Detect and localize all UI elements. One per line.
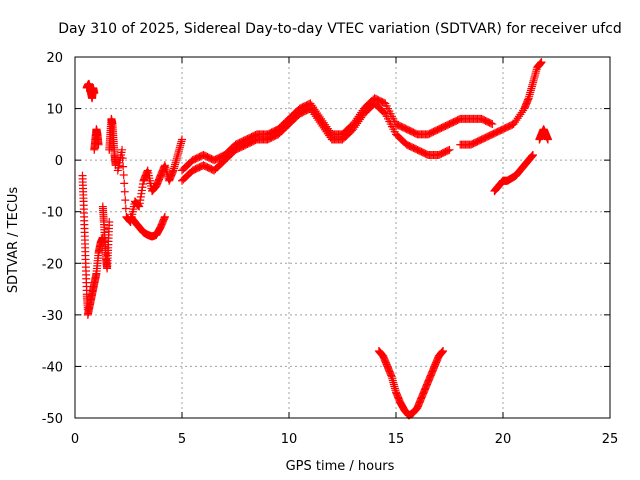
series-rise-1.0 (90, 125, 103, 154)
data-point (121, 204, 130, 213)
data-point (445, 145, 454, 154)
data-point (105, 218, 114, 227)
data-point (444, 146, 453, 155)
series-secondary-trend (178, 99, 454, 185)
data-point (119, 170, 128, 179)
x-tick-label: 15 (388, 432, 405, 447)
data-point (178, 135, 186, 144)
data-point (120, 187, 129, 196)
data-point (543, 135, 552, 144)
y-tick-label: -30 (42, 309, 63, 324)
tick-layer (74, 56, 611, 419)
x-tick-label: 10 (281, 432, 298, 447)
x-axis-label: GPS time / hours (286, 459, 395, 474)
x-tick-label: 25 (602, 432, 619, 447)
data-point (486, 119, 495, 128)
series-cluster-22 (535, 125, 552, 144)
y-tick-label: 0 (55, 154, 63, 169)
data-point (537, 58, 546, 67)
series-trough-3.5 (126, 212, 169, 241)
series-rise-late (456, 58, 546, 149)
series-fall-0.8 (83, 233, 107, 319)
data-point (118, 145, 127, 154)
plot-frame (74, 56, 611, 419)
series-peak-1.7 (105, 114, 120, 170)
y-tick-label: -20 (42, 257, 63, 272)
data-point (118, 154, 127, 163)
series-dip-1.4 (98, 202, 114, 273)
series-noise-2to5 (113, 135, 186, 227)
series-recover-20 (490, 150, 537, 196)
label-layer: 0 5 10 15 20 25 -50 -40 -30 -20 -10 0 10 20 (42, 51, 619, 447)
data-point (90, 89, 99, 98)
y-tick-label: -40 (42, 360, 63, 375)
y-tick-label: 20 (46, 51, 63, 66)
data-point (121, 196, 130, 205)
data-point (160, 212, 169, 221)
data-point (120, 179, 129, 188)
y-tick-label: -50 (42, 412, 63, 427)
y-tick-label: 10 (46, 103, 63, 118)
data-point (528, 150, 537, 159)
data-point (119, 162, 128, 171)
x-tick-label: 5 (178, 432, 186, 447)
chart-title: Day 310 of 2025, Sidereal Day-to-day VTE… (58, 21, 622, 37)
data-point (439, 346, 448, 355)
series-arc-0.6 (82, 79, 99, 103)
y-axis-label: SDTVAR / TECUs (6, 187, 21, 294)
x-tick-label: 20 (495, 432, 512, 447)
data-layer (78, 58, 552, 420)
x-tick-label: 0 (71, 432, 79, 447)
data-point (488, 120, 497, 129)
data-point (94, 140, 103, 149)
y-tick-label: -10 (42, 206, 63, 221)
series-valley-15.5 (374, 346, 448, 420)
